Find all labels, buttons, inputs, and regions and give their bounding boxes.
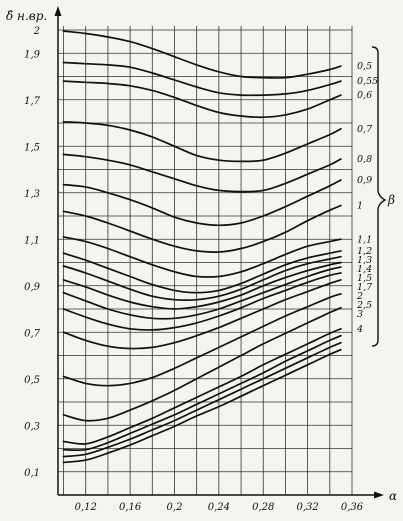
y-tick-label: 1,9	[24, 49, 41, 60]
series-line	[62, 272, 342, 331]
curve-label: 1,5	[357, 273, 372, 284]
series-line	[62, 334, 342, 452]
series-line	[62, 250, 342, 294]
grid	[58, 26, 353, 495]
curve-label: 0,9	[357, 175, 372, 186]
y-tick-label: 0,1	[24, 468, 40, 479]
series-line	[62, 266, 342, 320]
axes	[54, 6, 384, 499]
series-line	[62, 179, 342, 227]
x-axis-title: α	[389, 489, 397, 503]
curve-label: 0,8	[357, 154, 372, 165]
series-line	[62, 293, 342, 387]
curve-label: 0,6	[357, 90, 372, 101]
series-line	[62, 61, 342, 97]
series-line	[62, 348, 342, 464]
x-tick-label: 0,28	[252, 502, 274, 513]
series-line	[62, 236, 342, 278]
series-line	[62, 255, 342, 301]
curve-label: 2	[356, 291, 363, 302]
series-line	[62, 341, 342, 458]
series-group	[62, 30, 342, 464]
series-line	[62, 30, 342, 79]
series-line	[62, 204, 342, 253]
x-tick-label: 0,12	[75, 502, 97, 513]
y-tick-labels: 0,1 0,3 0,5 0,7 0,9 1,1 1,3 1,5 1,7 1,9 2	[24, 26, 41, 479]
curve-label: 3	[357, 309, 363, 320]
x-tick-label: 0,16	[119, 502, 142, 513]
y-tick-label: 1,7	[24, 96, 41, 107]
series-line	[62, 120, 342, 163]
curve-label: 1,4	[357, 264, 372, 275]
curve-labels: 0,5 0,55 0,6 0,7 0,8 0,9 1 1,11,21,31,41,51,722…	[356, 61, 378, 335]
curve-label: 0,5	[357, 61, 372, 72]
x-tick-label: 0,24	[208, 502, 230, 513]
curve-label: 4	[356, 324, 363, 335]
y-axis-title: δ̂ н.вр.	[6, 9, 47, 23]
y-tick-label: 0,7	[24, 328, 41, 339]
curve-label: 0,55	[357, 76, 378, 87]
x-tick-label: 0,32	[296, 502, 318, 513]
legend-brace	[371, 46, 387, 347]
y-tick-label: 0,5	[24, 375, 40, 386]
y-axis-arrow	[54, 6, 62, 16]
y-tick-label: 1,3	[24, 189, 40, 200]
curve-label: 1,3	[357, 255, 372, 266]
x-tick-labels: 0,12 0,16 0,2 0,24 0,28 0,32 0,36	[75, 502, 364, 513]
y-tick-label: 1,1	[24, 235, 40, 246]
series-line	[62, 261, 342, 310]
curve-label: 1	[357, 201, 363, 212]
curve-label: 1,1	[357, 234, 372, 245]
curve-label: 0,7	[357, 124, 373, 135]
curve-label: 1,7	[357, 282, 373, 293]
series-line	[62, 279, 342, 350]
x-tick-label: 0,36	[341, 502, 364, 513]
curve-label: 2,5	[356, 300, 372, 311]
series-line	[62, 327, 342, 445]
legend-title: β	[387, 193, 395, 207]
series-line	[62, 80, 342, 119]
y-tick-label: 1,5	[24, 142, 40, 153]
series-line	[62, 153, 342, 193]
series-line	[62, 306, 342, 422]
y-tick-label: 0,9	[24, 282, 41, 293]
x-tick-label: 0,2	[167, 502, 183, 513]
curve-label: 1,2	[357, 246, 372, 257]
y-tick-label: 2	[33, 26, 40, 37]
y-tick-label: 0,3	[24, 421, 40, 432]
x-axis-arrow	[374, 491, 384, 499]
